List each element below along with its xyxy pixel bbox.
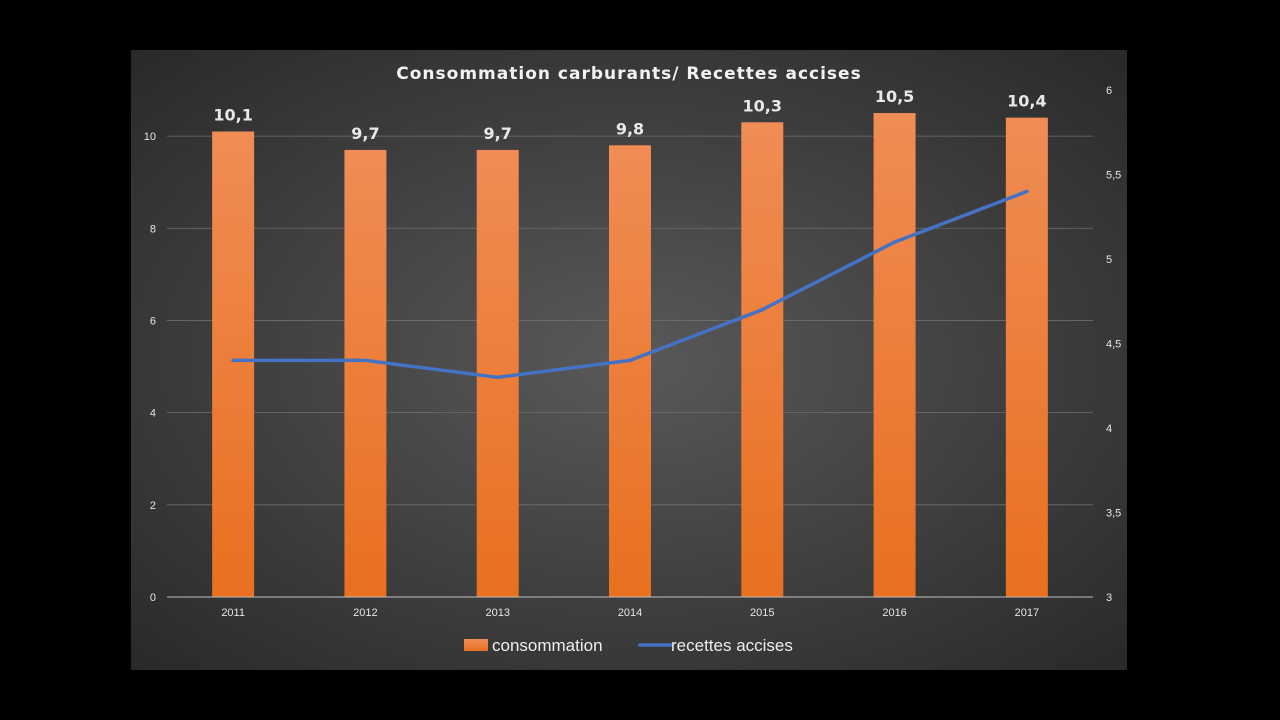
point-recettes-accises-2017 [1025, 189, 1029, 193]
y-right-tick-label: 3 [1106, 592, 1112, 604]
data-label-consommation-2012: 9,7 [351, 124, 379, 143]
bar-consommation-2016 [873, 113, 916, 597]
y-right-tick-label: 4,5 [1106, 339, 1121, 351]
bar-consommation-2011 [212, 131, 255, 597]
bar-consommation-2015 [741, 122, 784, 597]
x-tick-label: 2013 [485, 607, 509, 619]
x-tick-label: 2017 [1015, 607, 1039, 619]
x-tick-label: 2011 [221, 607, 245, 619]
legend-label-consommation: consommation [492, 636, 603, 655]
data-labels: 10,1 9,7 9,7 9,8 10,3 10,5 10,4 [213, 87, 1046, 143]
chart: Consommation carburants/ Recettes accise… [131, 50, 1127, 670]
y-right-tick-label: 3,5 [1106, 508, 1121, 520]
y-left-tick-label: 2 [150, 500, 156, 512]
y-right-tick-label: 6 [1106, 85, 1112, 97]
data-label-consommation-2016: 10,5 [875, 87, 914, 106]
legend: consommation recettes accises [464, 636, 793, 655]
point-recettes-accises-2013 [496, 375, 500, 379]
data-label-consommation-2017: 10,4 [1007, 92, 1046, 111]
axes: 0 2 4 6 8 10 3 3,5 4 4,5 5 5,5 6 2011 2012 2013 2014 2015… [144, 85, 1122, 619]
y-right-tick-label: 4 [1106, 423, 1112, 435]
x-tick-label: 2014 [618, 607, 642, 619]
x-tick-label: 2016 [882, 607, 906, 619]
point-recettes-accises-2012 [363, 358, 367, 362]
y-right-tick-label: 5 [1106, 254, 1112, 266]
chart-panel: Consommation carburants/ Recettes accise… [131, 50, 1127, 670]
bar-consommation-2012 [344, 149, 387, 597]
bar-series [212, 113, 1048, 598]
x-tick-label: 2015 [750, 607, 774, 619]
y-right-tick-label: 5,5 [1106, 170, 1121, 182]
line-series [231, 189, 1029, 380]
point-recettes-accises-2015 [760, 308, 764, 312]
y-left-tick-label: 8 [150, 223, 156, 235]
data-label-consommation-2014: 9,8 [616, 119, 644, 138]
y-left-tick-label: 0 [150, 592, 156, 604]
bar-consommation-2014 [609, 145, 651, 597]
x-tick-label: 2012 [353, 607, 377, 619]
data-label-consommation-2011: 10,1 [213, 105, 252, 124]
chart-title: Consommation carburants/ Recettes accise… [396, 64, 861, 84]
y-left-tick-label: 10 [144, 131, 156, 143]
y-left-tick-label: 6 [150, 315, 156, 327]
point-recettes-accises-2014 [628, 358, 632, 362]
bar-consommation-2013 [476, 149, 519, 597]
y-left-tick-label: 4 [150, 408, 156, 420]
data-label-consommation-2015: 10,3 [743, 96, 782, 115]
point-recettes-accises-2016 [893, 240, 897, 244]
legend-swatch-consommation [464, 639, 488, 651]
bar-consommation-2017 [1005, 117, 1048, 598]
data-label-consommation-2013: 9,7 [484, 124, 512, 143]
point-recettes-accises-2011 [231, 358, 235, 362]
legend-label-recettes-accises: recettes accises [671, 636, 793, 655]
